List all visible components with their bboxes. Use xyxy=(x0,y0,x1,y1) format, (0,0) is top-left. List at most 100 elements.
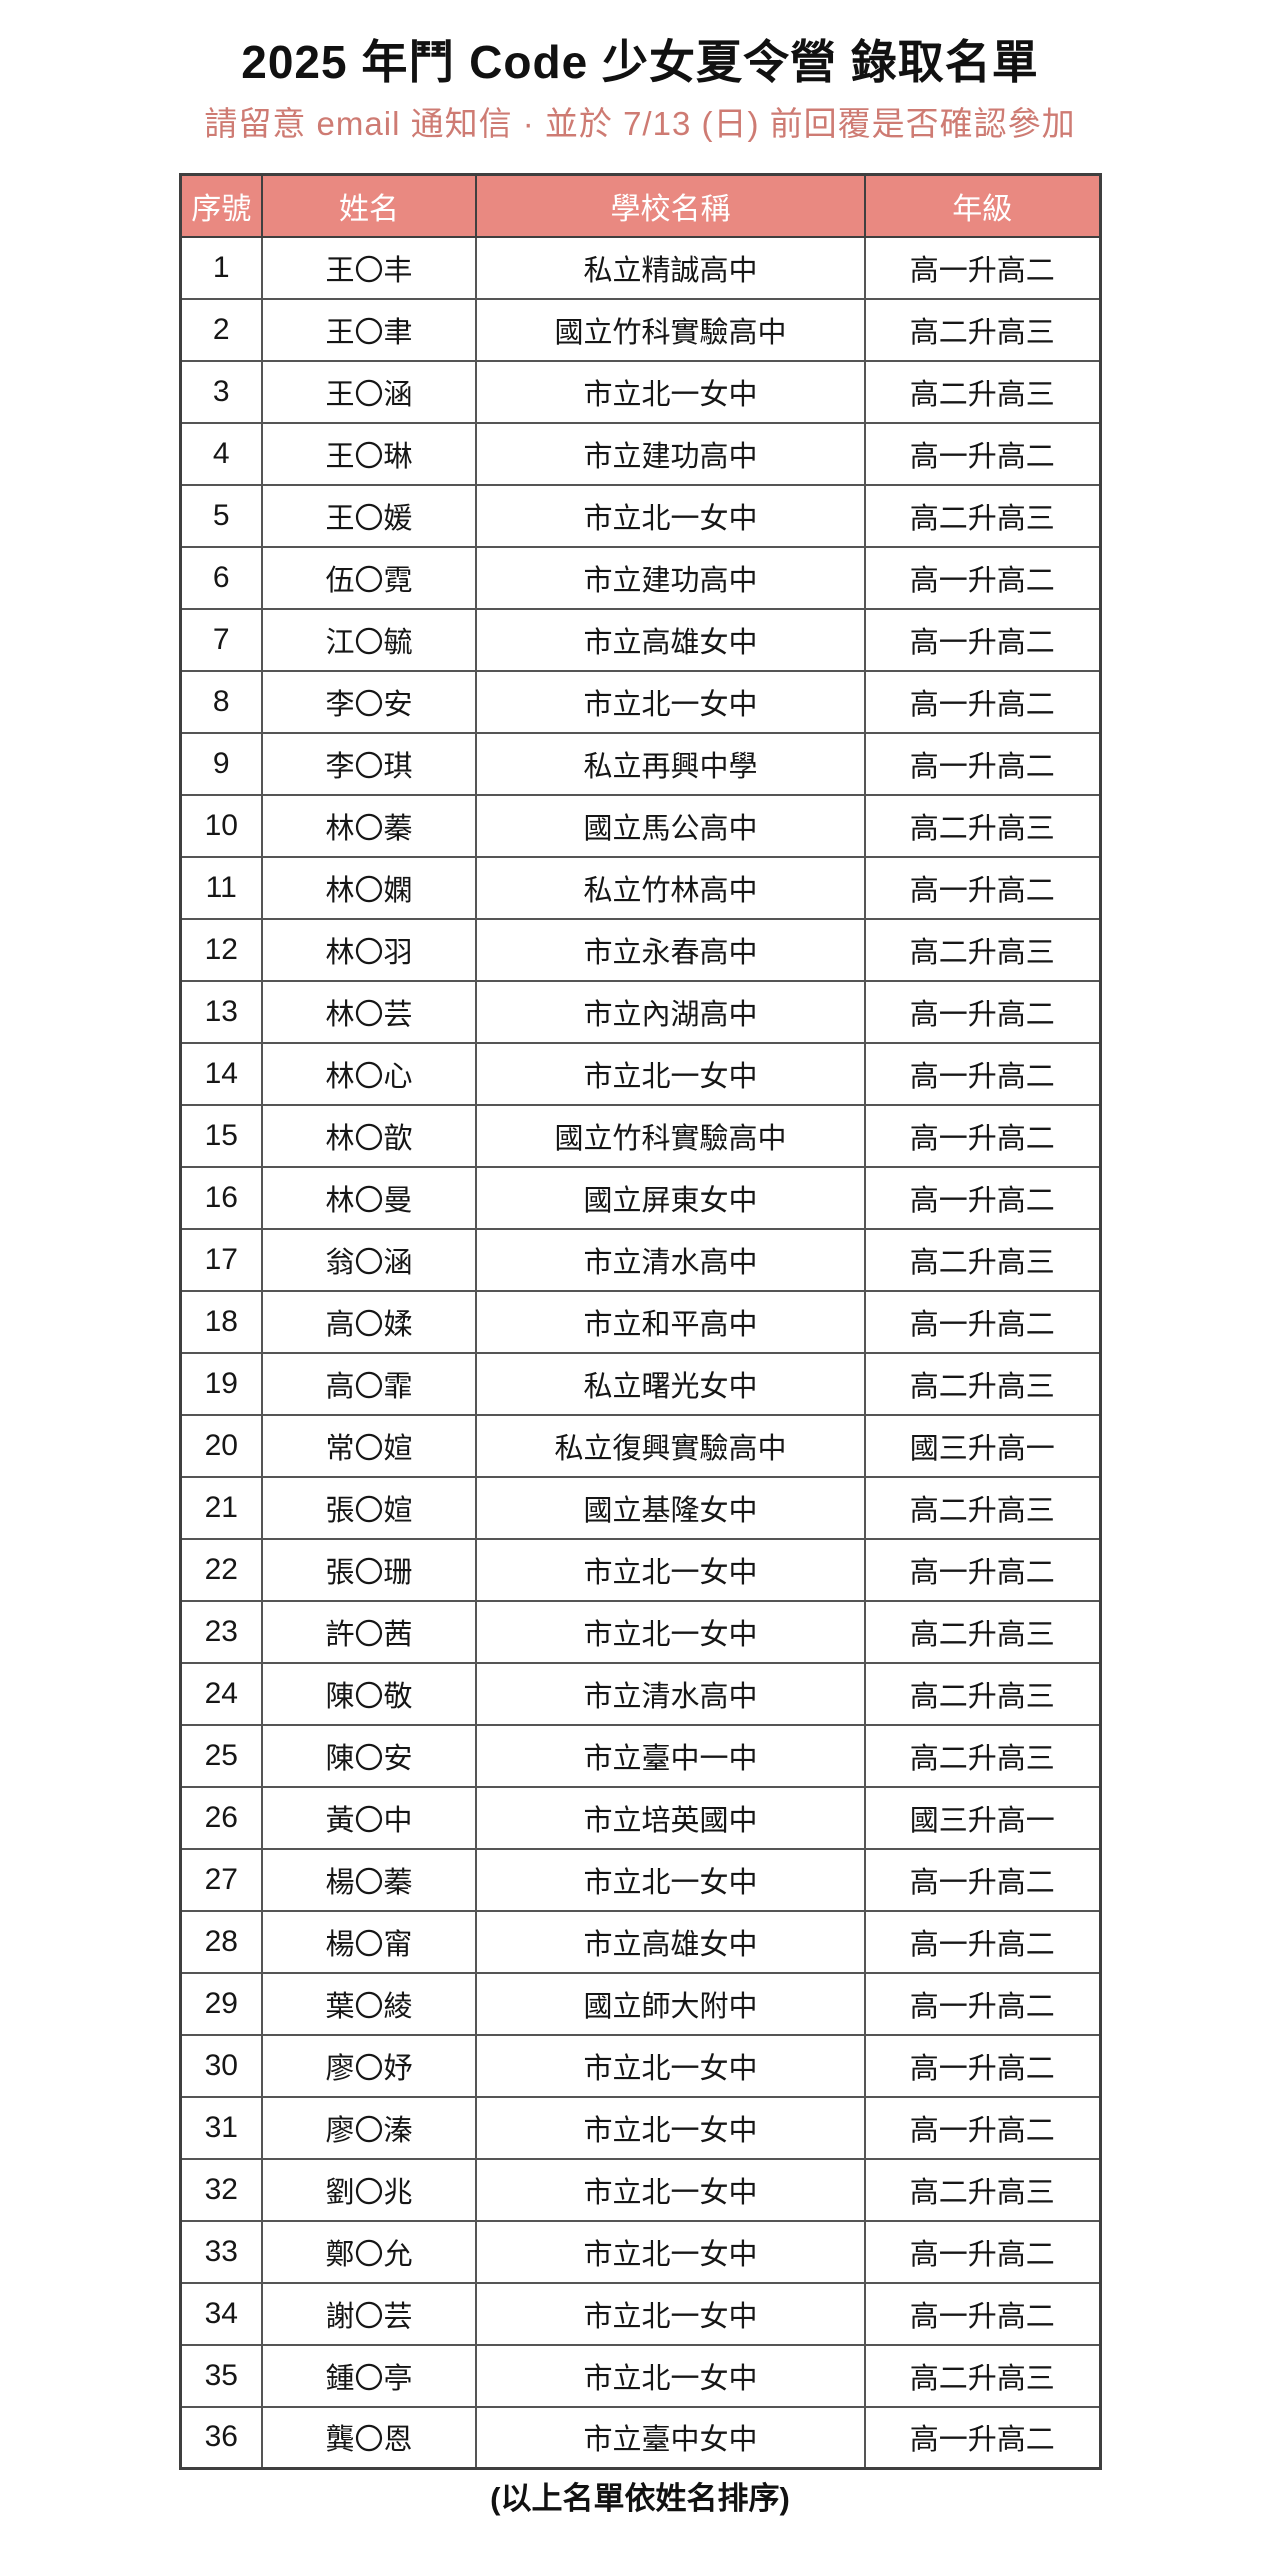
cell-grade: 高一升高二 xyxy=(864,421,1101,486)
cell-grade: 高一升高二 xyxy=(864,2281,1101,2346)
cell-index: 24 xyxy=(179,1661,263,1726)
cell-index: 20 xyxy=(179,1413,263,1478)
cell-school: 私立再興中學 xyxy=(475,731,866,796)
cell-grade: 高一升高二 xyxy=(864,1103,1101,1168)
cell-name: 劉〇兆 xyxy=(261,2157,477,2222)
cell-school: 市立建功高中 xyxy=(475,421,866,486)
cell-name: 王〇涵 xyxy=(261,359,477,424)
cell-grade: 高二升高三 xyxy=(864,297,1101,362)
cell-school: 市立清水高中 xyxy=(475,1661,866,1726)
cell-school: 國立基隆女中 xyxy=(475,1475,866,1540)
cell-name: 鍾〇亭 xyxy=(261,2343,477,2408)
cell-name: 林〇嫻 xyxy=(261,855,477,920)
cell-grade: 高二升高三 xyxy=(864,1475,1101,1540)
cell-grade: 高一升高二 xyxy=(864,2095,1101,2160)
cell-grade: 高二升高三 xyxy=(864,1661,1101,1726)
cell-index: 16 xyxy=(179,1165,263,1230)
cell-grade: 高一升高二 xyxy=(864,669,1101,734)
cell-grade: 國三升高一 xyxy=(864,1785,1101,1850)
cell-index: 11 xyxy=(179,855,263,920)
table-row: 34 謝〇芸 市立北一女中 高一升高二 xyxy=(179,2281,1101,2346)
table-row: 25 陳〇安 市立臺中一中 高二升高三 xyxy=(179,1723,1101,1788)
cell-school: 國立師大附中 xyxy=(475,1971,866,2036)
table-row: 4 王〇琳 市立建功高中 高一升高二 xyxy=(179,421,1101,486)
table-row: 13 林〇芸 市立內湖高中 高一升高二 xyxy=(179,979,1101,1044)
table-row: 8 李〇安 市立北一女中 高一升高二 xyxy=(179,669,1101,734)
cell-index: 1 xyxy=(179,235,263,300)
cell-school: 市立臺中女中 xyxy=(475,2405,866,2470)
cell-name: 黃〇中 xyxy=(261,1785,477,1850)
cell-index: 36 xyxy=(179,2405,263,2470)
cell-name: 林〇芸 xyxy=(261,979,477,1044)
table-row: 11 林〇嫻 私立竹林高中 高一升高二 xyxy=(179,855,1101,920)
table-row: 18 高〇媃 市立和平高中 高一升高二 xyxy=(179,1289,1101,1354)
table-row: 15 林〇歆 國立竹科實驗高中 高一升高二 xyxy=(179,1103,1101,1168)
cell-index: 25 xyxy=(179,1723,263,1788)
page-title: 2025 年鬥 Code 少女夏令營 錄取名單 xyxy=(241,36,1039,88)
cell-name: 葉〇綾 xyxy=(261,1971,477,2036)
cell-index: 23 xyxy=(179,1599,263,1664)
table-row: 27 楊〇蓁 市立北一女中 高一升高二 xyxy=(179,1847,1101,1912)
cell-school: 市立永春高中 xyxy=(475,917,866,982)
table-row: 7 江〇毓 市立高雄女中 高一升高二 xyxy=(179,607,1101,672)
cell-index: 31 xyxy=(179,2095,263,2160)
cell-name: 楊〇蓁 xyxy=(261,1847,477,1912)
cell-name: 鄭〇允 xyxy=(261,2219,477,2284)
cell-school: 市立臺中一中 xyxy=(475,1723,866,1788)
table-row: 2 王〇聿 國立竹科實驗高中 高二升高三 xyxy=(179,297,1101,362)
table-row: 17 翁〇涵 市立清水高中 高二升高三 xyxy=(179,1227,1101,1292)
cell-grade: 高一升高二 xyxy=(864,1165,1101,1230)
column-header-name: 姓名 xyxy=(261,173,477,238)
cell-name: 張〇珊 xyxy=(261,1537,477,1602)
table-row: 26 黃〇中 市立培英國中 國三升高一 xyxy=(179,1785,1101,1850)
cell-index: 26 xyxy=(179,1785,263,1850)
cell-index: 35 xyxy=(179,2343,263,2408)
cell-index: 19 xyxy=(179,1351,263,1416)
cell-name: 陳〇安 xyxy=(261,1723,477,1788)
cell-grade: 高一升高二 xyxy=(864,979,1101,1044)
cell-name: 廖〇溱 xyxy=(261,2095,477,2160)
cell-index: 10 xyxy=(179,793,263,858)
cell-index: 15 xyxy=(179,1103,263,1168)
cell-name: 林〇心 xyxy=(261,1041,477,1106)
cell-index: 4 xyxy=(179,421,263,486)
table-row: 31 廖〇溱 市立北一女中 高一升高二 xyxy=(179,2095,1101,2160)
table-header-row: 序號 姓名 學校名稱 年級 xyxy=(179,173,1101,238)
cell-grade: 高一升高二 xyxy=(864,1847,1101,1912)
cell-school: 國立屏東女中 xyxy=(475,1165,866,1230)
table-row: 3 王〇涵 市立北一女中 高二升高三 xyxy=(179,359,1101,424)
cell-grade: 高一升高二 xyxy=(864,2219,1101,2284)
table-row: 19 高〇霏 私立曙光女中 高二升高三 xyxy=(179,1351,1101,1416)
cell-name: 林〇曼 xyxy=(261,1165,477,1230)
cell-school: 市立建功高中 xyxy=(475,545,866,610)
cell-name: 高〇霏 xyxy=(261,1351,477,1416)
cell-school: 國立竹科實驗高中 xyxy=(475,297,866,362)
cell-grade: 高二升高三 xyxy=(864,2343,1101,2408)
cell-grade: 高二升高三 xyxy=(864,483,1101,548)
cell-grade: 高二升高三 xyxy=(864,1227,1101,1292)
cell-school: 市立高雄女中 xyxy=(475,607,866,672)
cell-index: 29 xyxy=(179,1971,263,2036)
cell-school: 市立和平高中 xyxy=(475,1289,866,1354)
table-row: 36 龔〇恩 市立臺中女中 高一升高二 xyxy=(179,2405,1101,2470)
table-body: 1 王〇丰 私立精誠高中 高一升高二 2 王〇聿 國立竹科實驗高中 高二升高三 3 王〇涵 市立北一… xyxy=(179,235,1101,2470)
cell-name: 高〇媃 xyxy=(261,1289,477,1354)
cell-index: 3 xyxy=(179,359,263,424)
cell-grade: 高一升高二 xyxy=(864,545,1101,610)
table-row: 23 許〇茜 市立北一女中 高二升高三 xyxy=(179,1599,1101,1664)
cell-index: 2 xyxy=(179,297,263,362)
cell-grade: 高二升高三 xyxy=(864,1351,1101,1416)
cell-school: 市立北一女中 xyxy=(475,483,866,548)
cell-index: 34 xyxy=(179,2281,263,2346)
cell-grade: 高一升高二 xyxy=(864,1971,1101,2036)
cell-grade: 高一升高二 xyxy=(864,2033,1101,2098)
cell-school: 市立北一女中 xyxy=(475,2033,866,2098)
footer-note: (以上名單依姓名排序) xyxy=(490,2481,790,2517)
cell-name: 王〇媛 xyxy=(261,483,477,548)
table-row: 5 王〇媛 市立北一女中 高二升高三 xyxy=(179,483,1101,548)
table-row: 33 鄭〇允 市立北一女中 高一升高二 xyxy=(179,2219,1101,2284)
cell-school: 市立北一女中 xyxy=(475,2219,866,2284)
cell-index: 14 xyxy=(179,1041,263,1106)
cell-name: 李〇安 xyxy=(261,669,477,734)
table-row: 32 劉〇兆 市立北一女中 高二升高三 xyxy=(179,2157,1101,2222)
